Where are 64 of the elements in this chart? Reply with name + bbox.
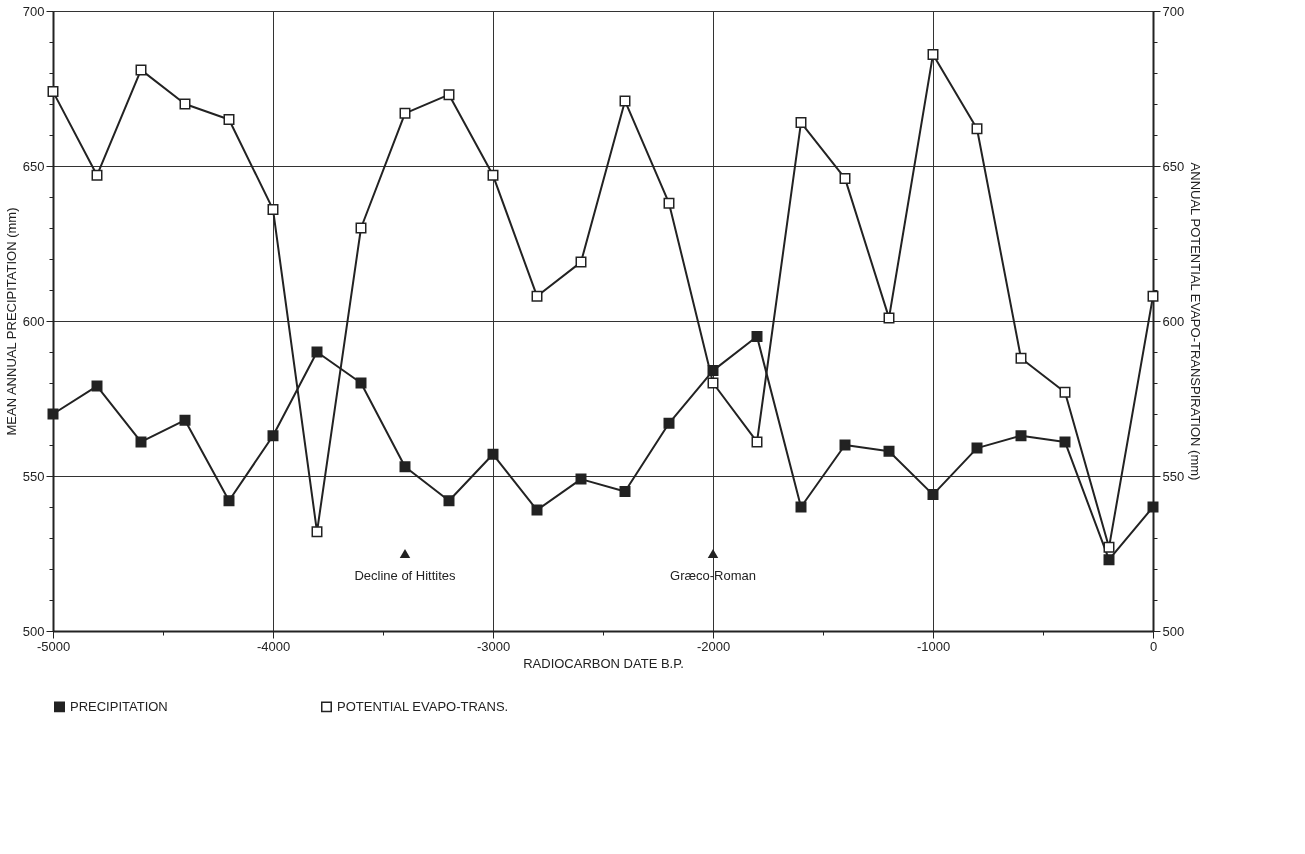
y-tick-label: 500 [22,623,45,639]
point [531,290,543,302]
point [971,123,983,135]
point [399,107,411,119]
point [179,414,191,426]
point [751,331,763,342]
x-tick-label: -1000 [916,638,951,654]
point [399,461,411,473]
point [443,495,455,507]
point [267,430,279,442]
point [619,95,631,107]
point [1059,386,1071,398]
point [135,436,147,448]
point [1103,541,1115,553]
x-tick-label: 0 [1149,638,1158,654]
y2-tick-label: 550 [1162,468,1185,484]
point [663,417,675,429]
legend-label: POTENTIAL EVAPO-TRANS. [337,698,509,714]
y2-tick-label: 650 [1162,158,1185,174]
x-tick-label: -2000 [696,638,731,654]
point [487,448,499,460]
point [575,473,587,485]
y2-tick-label: 600 [1162,313,1185,329]
annotation: Decline of Hittites [354,567,457,583]
x-tick-label: -5000 [36,638,71,654]
y-tick-label: 650 [22,158,45,174]
point [883,445,895,457]
x-axis-title: RADIOCARBON DATE B.P. [523,655,684,671]
point [1103,554,1115,566]
point [267,203,279,215]
point [311,526,323,538]
legend-label: PRECIPITATION [70,698,168,714]
point [795,117,807,129]
point [663,197,675,209]
y2-tick-label: 500 [1162,623,1185,639]
point [619,486,631,497]
point [575,256,587,268]
point [927,489,939,501]
y-tick-label: 600 [22,313,45,329]
y-tick-label: 700 [22,3,45,19]
point [91,380,103,392]
x-tick-label: -3000 [476,638,511,654]
point [751,436,763,448]
point [443,89,455,101]
point [487,169,499,181]
point [135,64,147,76]
point [531,504,543,516]
point [1015,352,1027,364]
y2-tick-label: 700 [1162,3,1185,19]
point [971,442,983,454]
point [1059,436,1071,448]
y-tick-label: 550 [22,468,45,484]
point [223,495,235,507]
y-axis-title: MEAN ANNUAL PRECIPITATION (mm) [3,207,19,436]
point [839,172,851,184]
point [223,114,235,125]
point [91,169,103,181]
point [883,312,895,324]
x-tick-label: -4000 [256,638,291,654]
point [1147,290,1159,302]
y2-axis-title: ANNUAL POTENTIAL EVAPO-TRANSPIRATION (mm) [1188,162,1204,481]
point [1015,430,1027,442]
point [47,86,59,98]
point [927,48,939,60]
